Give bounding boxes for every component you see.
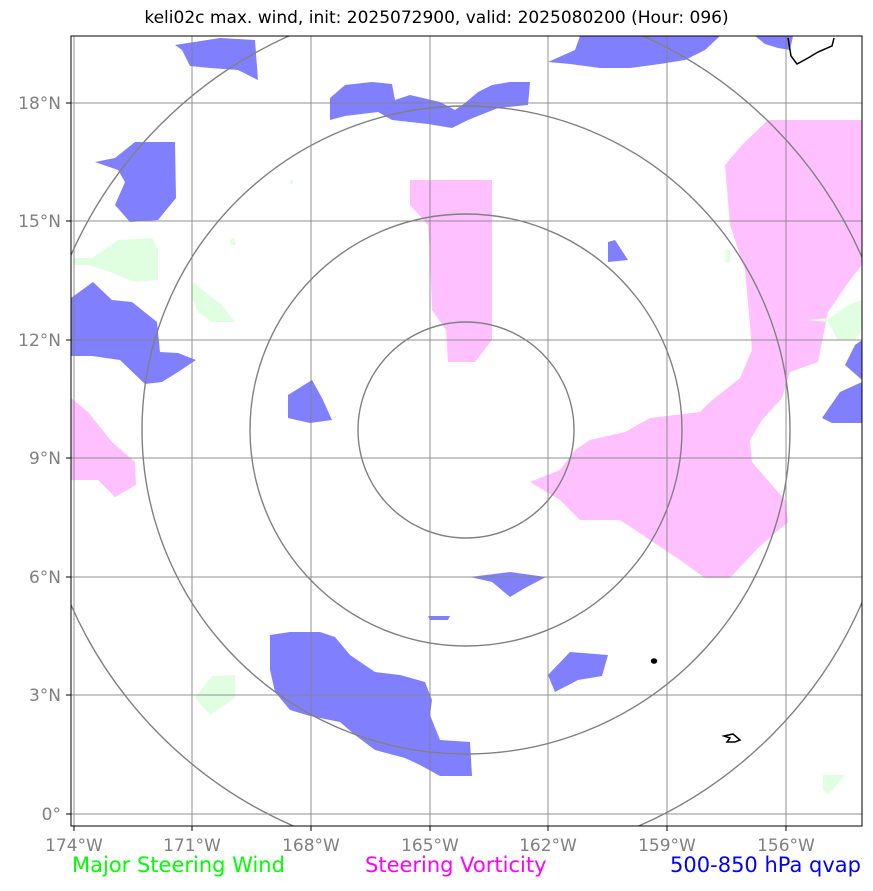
qvap-region bbox=[470, 572, 546, 597]
qvap-region bbox=[822, 382, 862, 423]
lon-tick-label: 174°W bbox=[45, 836, 103, 856]
steering-wind-region bbox=[823, 775, 845, 795]
lon-tick-label: 156°W bbox=[757, 836, 815, 856]
legend-steering-wind: Major Steering Wind bbox=[72, 853, 285, 877]
qvap-region bbox=[175, 38, 258, 80]
lon-tick-labels: 174°W 171°W 168°W 165°W 162°W 159°W 156°… bbox=[45, 836, 815, 856]
lat-tick-labels: 18°N 15°N 12°N 9°N 6°N 3°N 0° bbox=[18, 94, 61, 825]
legend-steering-vorticity: Steering Vorticity bbox=[365, 853, 547, 877]
lat-tick-label: 6°N bbox=[29, 568, 61, 588]
coastline-islet-2 bbox=[721, 733, 742, 743]
qvap-region bbox=[755, 36, 793, 50]
coastlines bbox=[650, 37, 835, 743]
lon-tick-label: 165°W bbox=[401, 836, 459, 856]
lat-tick-label: 9°N bbox=[29, 449, 61, 469]
qvap-regions bbox=[71, 36, 862, 776]
vorticity-region bbox=[410, 180, 492, 362]
coastline-islet bbox=[650, 658, 658, 664]
qvap-region bbox=[71, 282, 196, 384]
steering-wind-region bbox=[808, 300, 862, 340]
qvap-region bbox=[288, 380, 332, 423]
lat-tick-label: 0° bbox=[42, 805, 61, 825]
qvap-region bbox=[608, 240, 628, 262]
lon-tick-label: 168°W bbox=[282, 836, 340, 856]
gridlines bbox=[71, 36, 862, 826]
lon-tick-label: 171°W bbox=[163, 836, 221, 856]
lon-tick-label: 162°W bbox=[519, 836, 577, 856]
range-ring-1 bbox=[357, 321, 575, 539]
vorticity-regions bbox=[71, 120, 862, 578]
coastline-hawaii bbox=[787, 37, 835, 65]
qvap-region bbox=[548, 652, 608, 692]
steering-wind-region bbox=[230, 238, 236, 245]
legend-qvap: 500-850 hPa qvap bbox=[670, 853, 861, 877]
plot-frame bbox=[70, 35, 863, 827]
qvap-region bbox=[95, 142, 176, 222]
range-rings bbox=[71, 36, 862, 826]
tick-marks bbox=[66, 102, 787, 831]
qvap-region bbox=[845, 340, 862, 380]
steering-wind-region bbox=[192, 282, 235, 322]
qvap-region bbox=[428, 616, 450, 620]
steering-wind-region bbox=[73, 238, 158, 282]
map-title: keli02c max. wind, init: 2025072900, val… bbox=[144, 8, 729, 28]
range-ring-2 bbox=[249, 213, 683, 647]
steering-wind-region bbox=[290, 180, 293, 184]
map-plot-area bbox=[71, 36, 862, 826]
lat-tick-label: 3°N bbox=[29, 686, 61, 706]
qvap-region bbox=[548, 36, 720, 68]
vorticity-region bbox=[530, 120, 862, 578]
qvap-region bbox=[270, 632, 472, 776]
range-ring-3 bbox=[141, 105, 791, 755]
lat-tick-label: 12°N bbox=[18, 331, 61, 351]
lat-tick-label: 15°N bbox=[18, 212, 61, 232]
steering-wind-region bbox=[725, 250, 730, 262]
lat-tick-label: 18°N bbox=[18, 94, 61, 114]
vorticity-region bbox=[71, 398, 136, 497]
lon-tick-label: 159°W bbox=[638, 836, 696, 856]
